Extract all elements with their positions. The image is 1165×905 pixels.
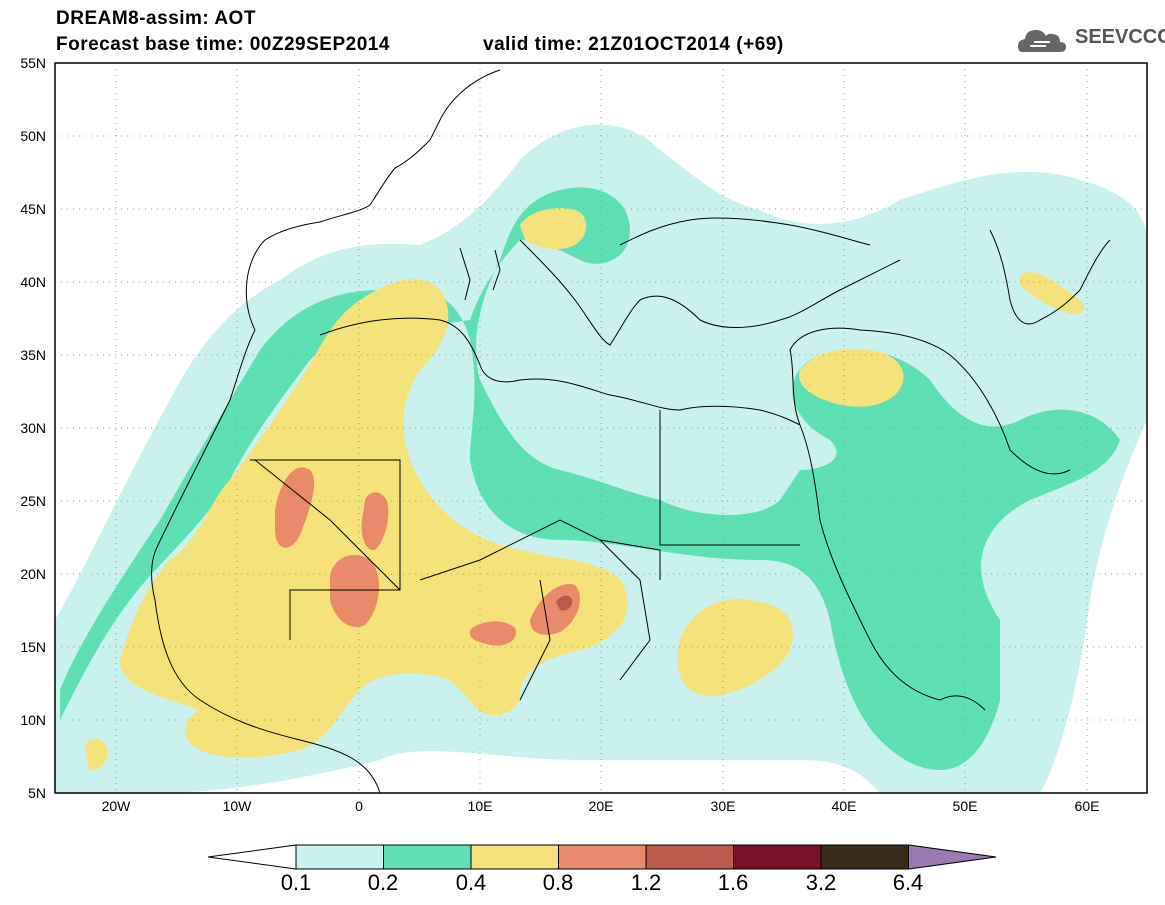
lat-label-45n: 45N bbox=[20, 201, 46, 217]
logo-text: SEEVCCC bbox=[1075, 26, 1165, 48]
aot-band-1.2 bbox=[556, 595, 573, 611]
colorbar-swatch bbox=[820, 844, 909, 870]
colorbar-swatch bbox=[558, 844, 647, 870]
lat-label-35n: 35N bbox=[20, 347, 46, 363]
lon-label-30e: 30E bbox=[710, 798, 736, 814]
lat-label-10n: 10N bbox=[20, 712, 46, 728]
colorbar-label-0.4: 0.4 bbox=[455, 870, 487, 895]
graticule bbox=[55, 63, 1147, 793]
aot-band-0.4-caspian bbox=[1020, 272, 1085, 315]
map-border bbox=[54, 62, 1148, 794]
valid-time: valid time: 21Z01OCT2014 (+69) bbox=[483, 34, 784, 55]
aot-band-0.8-chad bbox=[469, 621, 516, 646]
aot-band-0.4-iraq bbox=[799, 349, 904, 407]
colorbar-swatch bbox=[383, 844, 472, 870]
colorbar-label-0.1: 0.1 bbox=[280, 870, 312, 895]
colorbar-label-1.2: 1.2 bbox=[630, 870, 662, 895]
colorbar-arrow-low bbox=[207, 844, 297, 870]
forecast-base-time: Forecast base time: 00Z29SEP2014 bbox=[56, 34, 390, 55]
lon-label-60e: 60E bbox=[1074, 798, 1100, 814]
aot-band-0.8-algeria bbox=[275, 467, 315, 548]
aot-band-0.4-sudan bbox=[677, 599, 794, 696]
lat-label-50n: 50N bbox=[20, 128, 46, 144]
colorbar-swatch bbox=[295, 844, 384, 870]
colorbar-swatch bbox=[733, 844, 822, 870]
aot-band-0.8-niger bbox=[361, 492, 389, 551]
colorbar-label-1.6: 1.6 bbox=[717, 870, 749, 895]
lat-label-15n: 15N bbox=[20, 639, 46, 655]
aot-band-0.8-mali bbox=[330, 555, 380, 628]
lon-label-50e: 50E bbox=[952, 798, 978, 814]
colorbar bbox=[207, 844, 997, 870]
lat-label-55n: 55N bbox=[20, 55, 46, 71]
lon-label-20e: 20E bbox=[588, 798, 614, 814]
map-title: DREAM8-assim: AOT bbox=[56, 8, 256, 29]
lon-label-20w: 20W bbox=[101, 798, 131, 814]
lat-label-5n: 5N bbox=[28, 785, 46, 801]
colorbar-arrow-high bbox=[908, 844, 997, 870]
lat-label-25n: 25N bbox=[20, 493, 46, 509]
lon-label-10w: 10W bbox=[222, 798, 252, 814]
lat-label-30n: 30N bbox=[20, 420, 46, 436]
lon-label-10e: 10E bbox=[467, 798, 493, 814]
aot-band-0.4-w-africa-sw bbox=[85, 738, 108, 771]
cloud-icon bbox=[1018, 30, 1066, 52]
lat-label-20n: 20N bbox=[20, 566, 46, 582]
lon-label-40e: 40E bbox=[831, 798, 857, 814]
colorbar-label-6.4: 6.4 bbox=[892, 870, 924, 895]
colorbar-label-0.8: 0.8 bbox=[542, 870, 574, 895]
aot-band-0.4-balkans bbox=[520, 208, 587, 250]
colorbar-swatch bbox=[645, 844, 734, 870]
colorbar-label-0.2: 0.2 bbox=[367, 870, 399, 895]
lon-label-0: 0 bbox=[355, 798, 363, 814]
coastlines bbox=[151, 69, 1111, 793]
aot-band-0.4-morocco bbox=[370, 284, 444, 319]
lat-label-40n: 40N bbox=[20, 274, 46, 290]
colorbar-swatch bbox=[470, 844, 559, 870]
colorbar-label-3.2: 3.2 bbox=[805, 870, 837, 895]
